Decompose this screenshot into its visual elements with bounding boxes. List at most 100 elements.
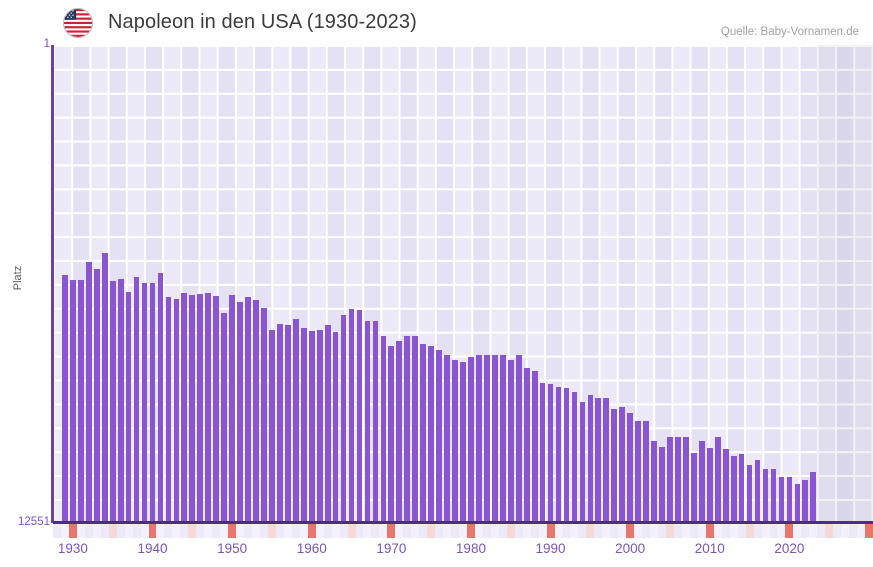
- x-tick-cell: [411, 524, 420, 538]
- bar: [93, 268, 100, 523]
- bar: [77, 280, 84, 523]
- plot-area: [53, 45, 873, 523]
- x-tick-cell: [156, 524, 165, 538]
- x-tick-cell: [713, 524, 722, 538]
- x-tick-cell: [466, 524, 475, 538]
- bar: [786, 476, 793, 523]
- x-tick-cell: [275, 524, 284, 538]
- x-axis-line: [53, 521, 873, 524]
- x-tick-cell: [331, 524, 340, 538]
- x-tick-cell: [498, 524, 507, 538]
- x-tick-cell: [658, 524, 667, 538]
- x-tick-cell: [387, 524, 396, 538]
- bar: [531, 371, 538, 523]
- x-tick-cell: [546, 524, 555, 538]
- x-tick-cell: [307, 524, 316, 538]
- y-axis-title: Platz: [12, 265, 24, 291]
- x-tick-cell: [570, 524, 579, 538]
- bar: [762, 469, 769, 523]
- x-tick-cell: [538, 524, 547, 538]
- x-tick-cell: [212, 524, 221, 538]
- x-tick-cell: [514, 524, 523, 538]
- bar: [555, 387, 562, 523]
- bar: [436, 349, 442, 523]
- bar: [611, 408, 618, 523]
- bar: [133, 276, 140, 523]
- bar: [810, 471, 817, 523]
- x-tick-cell: [252, 524, 261, 538]
- x-tick-cell: [188, 524, 197, 538]
- x-tick-cell: [857, 524, 866, 538]
- x-tick-cell: [315, 524, 324, 538]
- x-tick-cell: [220, 524, 229, 538]
- x-tick-cell: [283, 524, 292, 538]
- x-tick-cell: [244, 524, 253, 538]
- bar: [754, 460, 761, 523]
- bar: [714, 437, 721, 523]
- x-tick-cell: [291, 524, 300, 538]
- x-tick-cell: [363, 524, 372, 538]
- bar: [101, 252, 108, 523]
- x-tick-cell: [642, 524, 651, 538]
- x-tick-cell: [379, 524, 388, 538]
- x-tick-cell: [761, 524, 770, 538]
- x-tick-cell: [419, 524, 428, 538]
- x-tick-cell: [323, 524, 332, 538]
- x-tick-cell: [180, 524, 189, 538]
- bar: [420, 344, 427, 523]
- x-tick-cell: [53, 524, 61, 538]
- bar: [221, 313, 228, 523]
- x-tick-cell: [673, 524, 682, 538]
- x-tick-cell: [801, 524, 810, 538]
- x-tick-cell: [299, 524, 308, 538]
- bar: [738, 454, 745, 523]
- x-tick-cell: [459, 524, 468, 538]
- x-tick-cell: [490, 524, 499, 538]
- x-tick-cell: [100, 524, 109, 538]
- bar: [364, 321, 371, 523]
- bar: [277, 323, 283, 523]
- bar: [563, 388, 570, 523]
- x-tick-cell: [530, 524, 539, 538]
- x-tick-cell: [650, 524, 659, 538]
- x-tick-cell: [769, 524, 778, 538]
- y-axis-bottom-label: 12551: [18, 516, 50, 528]
- bar: [189, 294, 196, 523]
- bar: [324, 325, 331, 523]
- x-tick-cell: [236, 524, 245, 538]
- bar: [444, 355, 450, 523]
- x-tick-cell: [164, 524, 173, 538]
- bar: [117, 279, 124, 523]
- x-tick-cell: [865, 524, 873, 538]
- x-tick-cell: [403, 524, 412, 538]
- bar: [412, 335, 419, 523]
- x-tick-cell: [60, 524, 69, 538]
- bar: [149, 283, 156, 523]
- bar: [213, 296, 220, 523]
- x-tick-cell: [451, 524, 460, 538]
- bar: [292, 319, 299, 523]
- bar: [229, 294, 235, 523]
- bar: [340, 314, 347, 523]
- x-tick-cell: [84, 524, 93, 538]
- bar: [794, 483, 801, 523]
- bar: [698, 441, 705, 523]
- bar-series: [53, 45, 873, 523]
- bar: [85, 262, 92, 523]
- x-tick-cell: [474, 524, 483, 538]
- x-tick-cell: [554, 524, 563, 538]
- x-tick-cell: [586, 524, 595, 538]
- bar: [300, 327, 307, 523]
- bar: [730, 455, 737, 523]
- bar: [778, 476, 785, 523]
- x-tick-cell: [339, 524, 348, 538]
- x-tick-cell: [610, 524, 619, 538]
- x-tick-cell: [76, 524, 85, 538]
- bar: [428, 345, 434, 523]
- x-axis-tick-label: 1960: [296, 541, 327, 556]
- bar: [460, 362, 466, 523]
- x-axis-tick-label: 2020: [774, 541, 805, 556]
- bar: [141, 282, 148, 523]
- x-tick-cell: [132, 524, 141, 538]
